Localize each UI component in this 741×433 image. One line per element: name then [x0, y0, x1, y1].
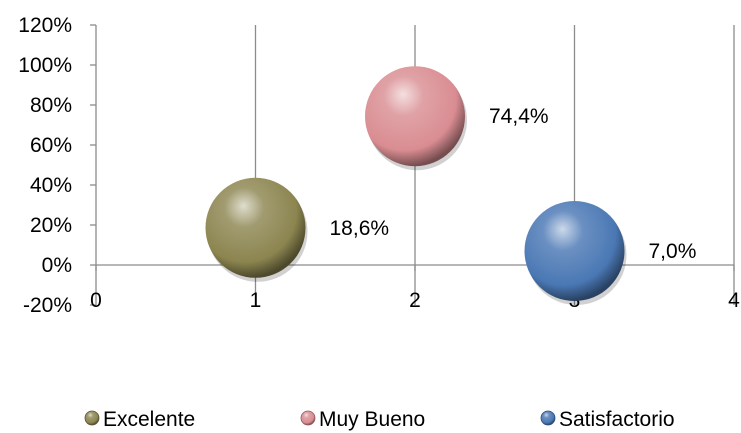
bubble-muy-bueno	[365, 66, 465, 167]
data-label-excelente: 18,6%	[330, 217, 390, 240]
x-tick-label: 0	[90, 289, 102, 312]
legend-label: Muy Bueno	[319, 408, 425, 431]
legend-label: Excelente	[103, 408, 195, 431]
data-label-satisfactorio: 7,0%	[649, 240, 697, 263]
legend-item-satisfactorio: Satisfactorio	[540, 408, 675, 431]
y-tick-label: 100%	[18, 54, 72, 77]
legend-label: Satisfactorio	[559, 408, 675, 431]
tick-labels: -20%0%20%40%60%80%100%120%01234	[18, 14, 740, 317]
y-tick-label: 0%	[42, 254, 72, 277]
legend-item-excelente: Excelente	[84, 408, 195, 431]
legend-marker	[84, 410, 100, 426]
bubble-satisfactorio	[524, 201, 625, 301]
y-tick-label: -20%	[23, 294, 72, 317]
data-label-muy-bueno: 74,4%	[489, 105, 549, 128]
y-tick-label: 120%	[18, 14, 72, 37]
y-tick-label: 20%	[30, 214, 72, 237]
legend-marker	[540, 410, 556, 426]
x-tick-label: 4	[728, 289, 740, 312]
legend-item-muy-bueno: Muy Bueno	[300, 408, 425, 431]
axes	[90, 24, 735, 306]
data-labels: 18,6% 74,4% 7,0%	[330, 105, 697, 263]
bubble-excelente	[205, 177, 306, 278]
x-tick-label: 1	[250, 289, 262, 312]
grid-lines	[254, 25, 735, 305]
y-tick-label: 80%	[30, 94, 72, 117]
x-tick-label: 2	[409, 289, 421, 312]
legend-marker	[300, 410, 316, 426]
bubbles	[205, 66, 627, 305]
y-tick-label: 40%	[30, 174, 72, 197]
y-tick-label: 60%	[30, 134, 72, 157]
legend: Excelente Muy Bueno Satisfactorio	[84, 408, 675, 431]
